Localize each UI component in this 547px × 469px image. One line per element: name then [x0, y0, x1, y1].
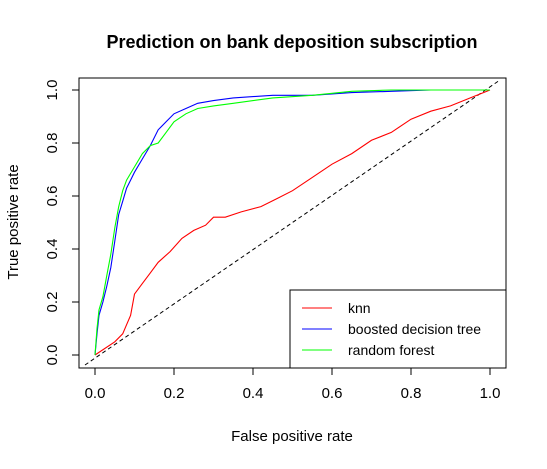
y-tick-label: 0.2	[44, 292, 61, 313]
x-axis-label: False positive rate	[231, 428, 353, 445]
x-tick-label: 0.8	[401, 385, 422, 402]
x-tick-label: 0.0	[85, 385, 106, 402]
y-tick-label: 0.0	[44, 345, 61, 366]
y-tick-label: 0.8	[44, 133, 61, 154]
legend-label-random-forest: random forest	[348, 342, 434, 358]
x-tick-label: 0.4	[243, 385, 264, 402]
legend: knn boosted decision tree random forest	[289, 289, 507, 369]
y-tick-label: 0.6	[44, 186, 61, 207]
x-tick-label: 1.0	[480, 385, 501, 402]
chart-title: Prediction on bank deposition subscripti…	[106, 32, 477, 52]
y-axis-label: True positive rate	[5, 164, 22, 279]
series-layer	[94, 89, 491, 356]
legend-label-boosted-decision-tree: boosted decision tree	[348, 321, 481, 337]
axes-layer: 0.0 0.2 0.4 0.6 0.8 1.0 0.0 0.2 0.4 0.6 0.8 1.0	[44, 77, 507, 402]
series-line-random-forest	[94, 89, 490, 356]
x-tick-label: 0.2	[164, 385, 185, 402]
x-tick-label: 0.6	[322, 385, 343, 402]
y-tick-label: 0.4	[44, 239, 61, 260]
y-tick-label: 1.0	[44, 80, 61, 101]
series-line-knn	[94, 89, 491, 356]
legend-label-knn: knn	[348, 300, 371, 316]
